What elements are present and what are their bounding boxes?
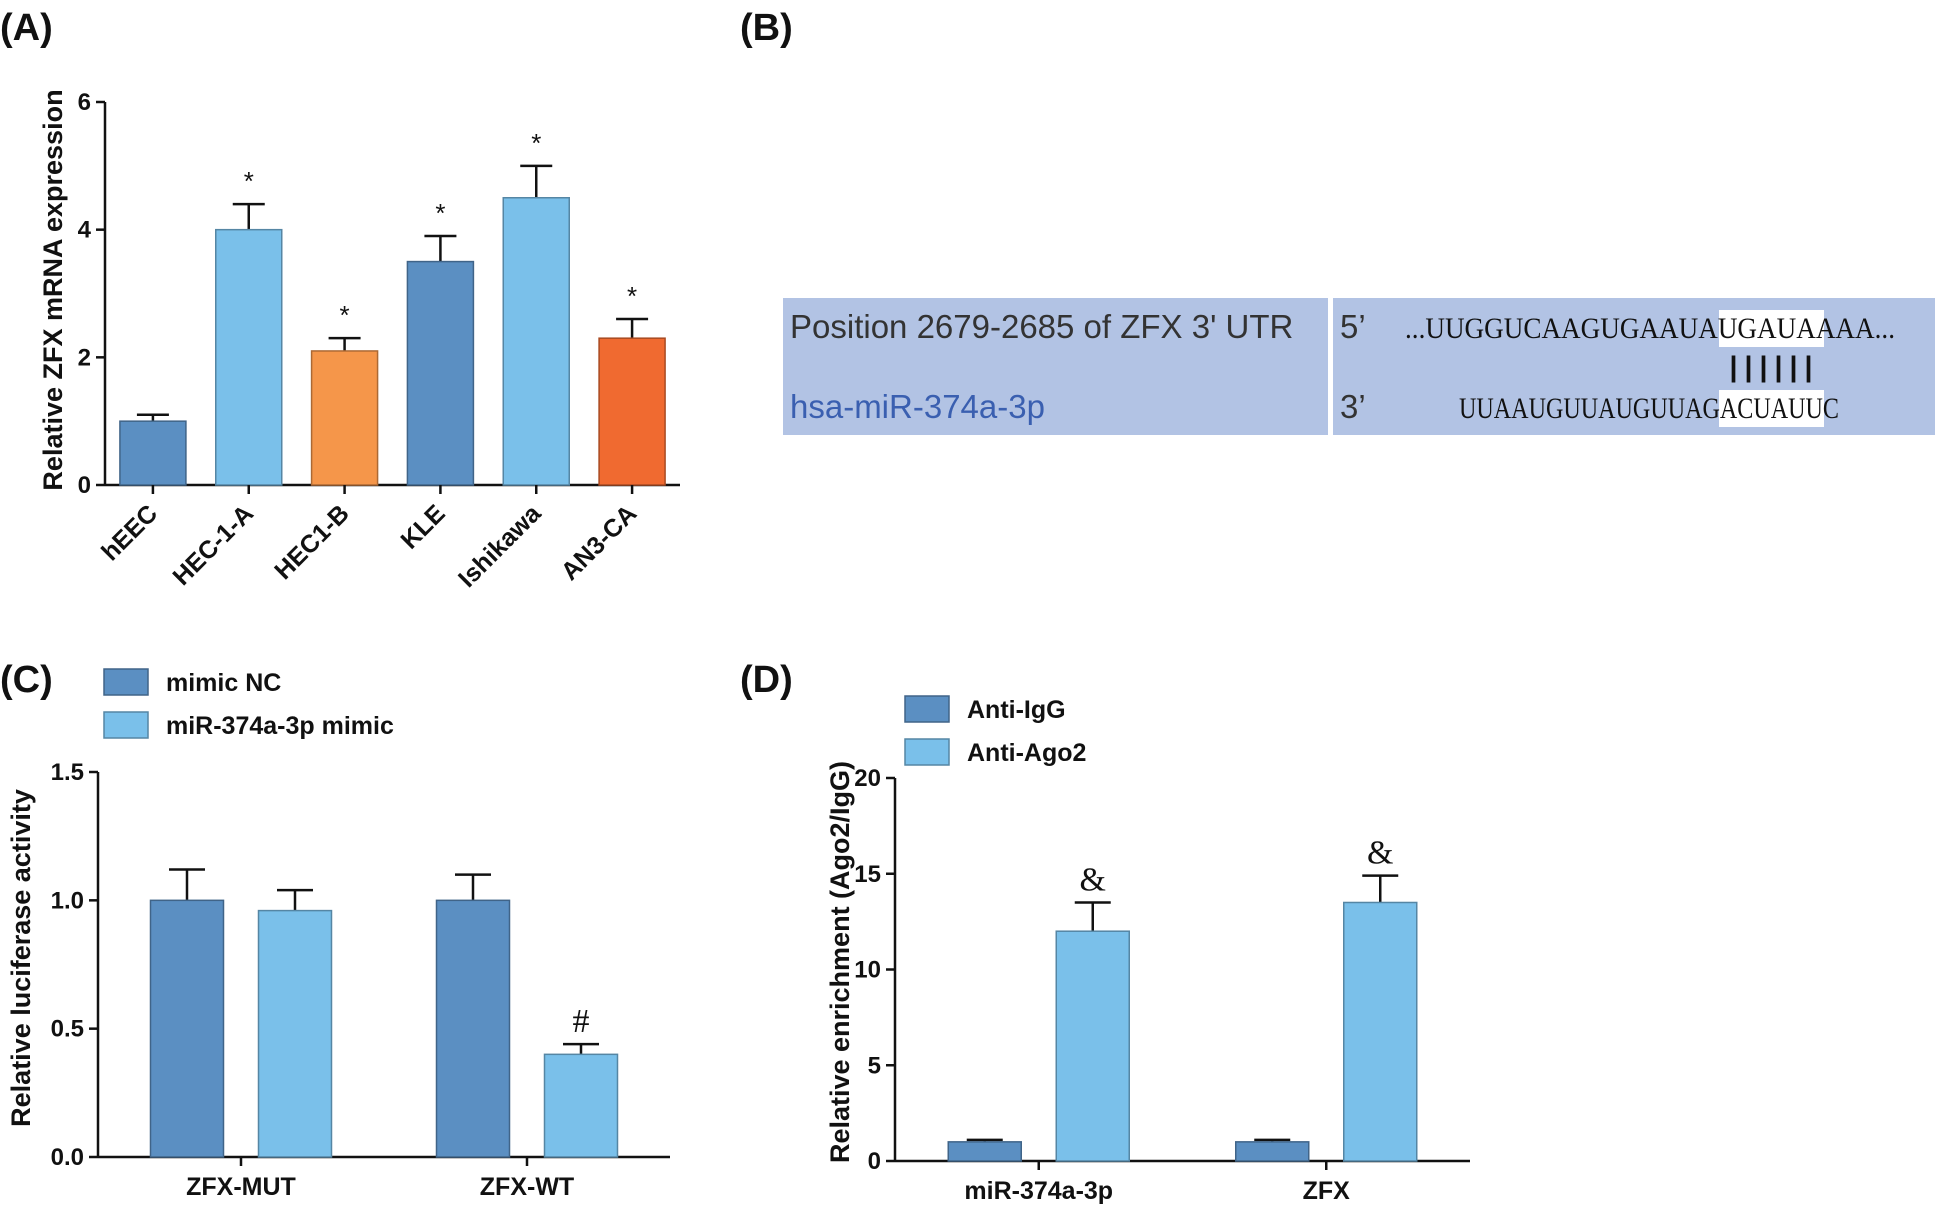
panel-a-y-tick-label: 2 xyxy=(78,344,91,371)
utr-seq-match: UGAUAA xyxy=(1718,312,1836,345)
utr-sequence: ...UUGGUCAAGUGAAUAUGAUAAAA... xyxy=(1405,312,1895,345)
panel-a-x-tick-label: HEC1-B xyxy=(269,499,355,585)
panel-d-y-tick-label: 10 xyxy=(854,957,881,984)
panel-a-significance-mark: * xyxy=(435,198,445,228)
mirna-seed-highlight xyxy=(1719,390,1824,427)
sequence-alignment-box xyxy=(1333,298,1935,435)
panel-c-y-axis-title: Relative luciferase activity xyxy=(6,789,36,1127)
panel-a-y-axis-title: Relative ZFX mRNA expression xyxy=(38,89,68,490)
panel-c-x-tick-label: ZFX-MUT xyxy=(186,1173,296,1201)
panel-d-legend-swatch xyxy=(904,738,950,766)
panel-d-bar xyxy=(947,1141,1022,1162)
panel-d-significance-mark: & xyxy=(1367,835,1393,872)
utr-seq-post: AA... xyxy=(1835,312,1895,345)
utr-position-label: Position 2679-2685 of ZFX 3' UTR xyxy=(790,308,1293,345)
panel-a-bar xyxy=(598,337,666,486)
panel-a: (A) Relative ZFX mRNA expression 0 2 4 6 hEE… xyxy=(0,7,680,593)
panel-d-y-tick-label: 20 xyxy=(854,765,881,792)
panel-c-plot-area: 0.0 0.5 1.0 1.5 ZFX-MUT # ZFX-WT xyxy=(51,759,670,1201)
panel-d-y-tick-label: 5 xyxy=(868,1052,881,1079)
panel-a-label: (A) xyxy=(0,7,53,49)
panel-a-x-tick-label: KLE xyxy=(396,499,451,554)
panel-c-y-tick-label: 1.5 xyxy=(51,759,84,786)
panel-c-label: (C) xyxy=(0,659,53,701)
mirna-seq-match: ACUAUU xyxy=(1720,392,1823,425)
panel-a-plot-area: 0 2 4 6 hEEC * HEC-1-A * HEC1-B * KLE * Ishikawa * AN3… xyxy=(78,89,680,593)
panel-d-bar xyxy=(1235,1141,1310,1162)
panel-c: (C) Relative luciferase activity mimic N… xyxy=(0,659,670,1201)
panel-a-significance-mark: * xyxy=(531,128,541,158)
sequence-label-box xyxy=(783,298,1328,435)
panel-a-significance-mark: * xyxy=(627,281,637,311)
panel-c-legend-label: mimic NC xyxy=(166,669,281,697)
panel-c-y-tick-label: 0.5 xyxy=(51,1016,84,1043)
base-pair-lines: |||||| xyxy=(1726,350,1816,383)
panel-d-x-tick-label: ZFX xyxy=(1303,1177,1351,1205)
panel-b: (B) Position 2679-2685 of ZFX 3' UTR hsa… xyxy=(740,7,1935,435)
panel-d-legend-label: Anti-Ago2 xyxy=(967,739,1086,767)
panel-a-y-tick-label: 4 xyxy=(78,217,92,244)
panel-d-y-tick-label: 15 xyxy=(854,861,881,888)
panel-a-y-tick-label: 0 xyxy=(78,472,91,499)
panel-c-legend-label: miR-374a-3p mimic xyxy=(166,712,394,740)
panel-d-bar xyxy=(1343,901,1418,1162)
utr-seq-pre: ...UUGGUCAAGUGAAUA xyxy=(1405,312,1718,345)
panel-a-bar xyxy=(406,260,475,486)
panel-c-bar xyxy=(543,1053,619,1158)
panel-d-y-axis-title: Relative enrichment (Ago2/IgG) xyxy=(825,761,855,1163)
panel-a-significance-mark: * xyxy=(340,300,350,330)
panel-c-legend: mimic NC miR-374a-3p mimic xyxy=(103,668,394,740)
mirna-name-label: hsa-miR-374a-3p xyxy=(790,388,1045,425)
panel-d-y-tick-label: 0 xyxy=(868,1148,881,1175)
mirna-sequence: UUAAUGUUAUGUUAGACUAUUC xyxy=(1459,392,1839,425)
panel-a-x-tick-label: HEC-1-A xyxy=(167,499,259,591)
panel-a-y-tick-label: 6 xyxy=(78,89,91,116)
panel-c-significance-mark: # xyxy=(573,1003,590,1040)
panel-a-significance-mark: * xyxy=(244,166,254,196)
panel-c-bar xyxy=(257,909,333,1158)
panel-d-label: (D) xyxy=(740,659,793,701)
panel-a-bar xyxy=(502,197,570,486)
panel-a-x-tick-label: AN3-CA xyxy=(556,499,643,586)
panel-d-plot-area: 0 5 10 15 20 & miR-374a-3p & ZFX xyxy=(854,765,1470,1205)
mirna-seq-post: C xyxy=(1823,392,1839,425)
panel-d: (D) Relative enrichment (Ago2/IgG) Anti-… xyxy=(740,659,1470,1205)
panel-d-x-tick-label: miR-374a-3p xyxy=(964,1177,1113,1205)
panel-a-bar xyxy=(310,350,379,486)
panel-a-x-tick-label: Ishikawa xyxy=(453,499,547,593)
utr-seed-highlight xyxy=(1719,310,1824,347)
panel-a-bar xyxy=(215,228,283,486)
panel-d-significance-mark: & xyxy=(1080,861,1106,898)
panel-c-y-tick-label: 0.0 xyxy=(51,1144,84,1171)
panel-a-bar xyxy=(119,420,187,486)
panel-c-legend-swatch xyxy=(103,668,149,696)
panel-c-legend-swatch xyxy=(103,711,149,739)
panel-c-y-tick-label: 1.0 xyxy=(51,887,84,914)
panel-d-bar xyxy=(1055,930,1130,1162)
panel-d-legend: Anti-IgG Anti-Ago2 xyxy=(904,695,1086,767)
mirna-seq-pre: UUAAUGUUAUGUUAG xyxy=(1459,392,1720,425)
panel-d-legend-swatch xyxy=(904,695,950,723)
panel-c-x-tick-label: ZFX-WT xyxy=(480,1173,574,1201)
panel-c-bar xyxy=(149,899,225,1158)
panel-d-legend-label: Anti-IgG xyxy=(967,696,1066,724)
five-prime-label: 5’ xyxy=(1340,308,1366,345)
panel-b-label: (B) xyxy=(740,7,793,49)
panel-c-bar xyxy=(435,899,511,1158)
panel-a-x-tick-label: hEEC xyxy=(96,499,163,566)
three-prime-label: 3’ xyxy=(1340,388,1366,425)
